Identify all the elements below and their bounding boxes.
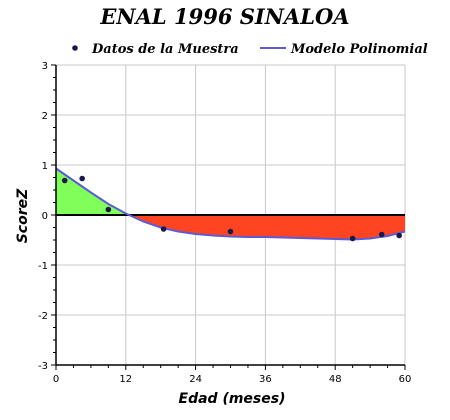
legend: Datos de la Muestra Modelo Polinomial	[72, 42, 428, 57]
x-axis-title: Edad (meses)	[179, 391, 286, 407]
x-tick-label: 48	[329, 374, 342, 385]
data-point	[105, 206, 112, 213]
y-tick-label: 1	[42, 161, 48, 172]
data-point	[61, 177, 68, 184]
area-above-zero	[56, 168, 130, 215]
plot-area: 3 2 1 0 -1 -2 -3 0 12 24 36 48 60	[38, 61, 411, 385]
data-point	[378, 231, 385, 238]
y-tick-label: 0	[42, 211, 48, 222]
x-tick-label: 60	[399, 374, 412, 385]
chart-title: ENAL 1996 SINALOA	[99, 4, 349, 29]
y-tick-label: -3	[38, 361, 48, 372]
x-tick-label: 24	[189, 374, 202, 385]
y-tick-label: 3	[42, 61, 48, 72]
legend-label-line: Modelo Polinomial	[290, 42, 428, 57]
y-axis-title: ScoreZ	[15, 188, 31, 243]
y-tick-label: 2	[42, 111, 48, 122]
series-line-modelo-polinomial	[55, 167, 406, 241]
x-tick-label: 12	[119, 374, 132, 385]
y-tick-label: -2	[38, 311, 48, 322]
data-point	[79, 175, 85, 182]
data-point	[160, 226, 167, 232]
legend-label-scatter: Datos de la Muestra	[91, 42, 239, 57]
data-point	[396, 232, 402, 239]
data-point	[227, 228, 234, 235]
y-tick-label: -1	[38, 261, 48, 272]
x-tick-label: 0	[53, 374, 59, 385]
x-tick-label: 36	[259, 374, 272, 385]
legend-marker-scatter	[72, 45, 78, 51]
data-point	[349, 235, 356, 242]
